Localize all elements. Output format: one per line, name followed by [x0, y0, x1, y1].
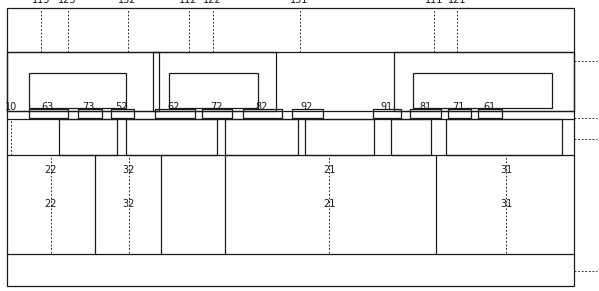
- Bar: [169, 73, 258, 108]
- Text: 73: 73: [83, 102, 95, 112]
- Bar: [448, 109, 471, 118]
- Text: 21: 21: [323, 165, 335, 175]
- Bar: [243, 109, 282, 118]
- Bar: [126, 119, 217, 155]
- Text: 52: 52: [115, 102, 127, 112]
- Bar: [59, 119, 117, 155]
- Text: 82: 82: [256, 102, 268, 112]
- Text: 21: 21: [323, 199, 335, 209]
- Text: 61: 61: [483, 102, 495, 112]
- Bar: [373, 109, 401, 118]
- Text: 62: 62: [168, 102, 180, 112]
- Text: 122: 122: [203, 0, 222, 5]
- Text: 32: 32: [123, 165, 135, 175]
- Text: 72: 72: [210, 102, 222, 112]
- Bar: [391, 119, 431, 155]
- Bar: [292, 109, 323, 118]
- Bar: [78, 109, 102, 118]
- Bar: [153, 52, 276, 111]
- Text: 123: 123: [59, 0, 77, 5]
- Text: 71: 71: [452, 102, 464, 112]
- Bar: [478, 109, 502, 118]
- Text: 92: 92: [301, 102, 313, 112]
- Text: 111: 111: [425, 0, 443, 5]
- Text: 132: 132: [119, 0, 137, 5]
- Bar: [394, 52, 574, 111]
- Text: 81: 81: [419, 102, 431, 112]
- Bar: [29, 109, 68, 118]
- Text: 112: 112: [180, 0, 198, 5]
- Bar: [446, 119, 562, 155]
- Text: 22: 22: [45, 165, 57, 175]
- Text: 31: 31: [500, 165, 512, 175]
- Bar: [111, 109, 134, 118]
- Bar: [225, 119, 298, 155]
- Bar: [7, 52, 159, 111]
- Text: 32: 32: [123, 199, 135, 209]
- Bar: [410, 109, 441, 118]
- Text: 31: 31: [500, 199, 512, 209]
- Bar: [29, 73, 126, 108]
- Bar: [155, 109, 195, 118]
- Bar: [305, 119, 374, 155]
- Bar: [413, 73, 552, 108]
- Text: 22: 22: [45, 199, 57, 209]
- Text: 113: 113: [32, 0, 50, 5]
- Text: 121: 121: [448, 0, 466, 5]
- Bar: [202, 109, 232, 118]
- Text: 63: 63: [42, 102, 54, 112]
- Text: 131: 131: [291, 0, 308, 5]
- Text: 10: 10: [5, 102, 17, 112]
- Text: 91: 91: [380, 102, 392, 112]
